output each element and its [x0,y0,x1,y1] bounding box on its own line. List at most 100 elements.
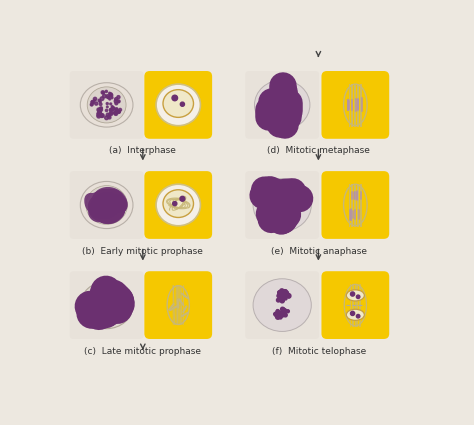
Circle shape [180,196,185,201]
Circle shape [283,309,286,312]
Circle shape [109,113,110,116]
Circle shape [102,92,104,94]
Ellipse shape [80,181,133,229]
Ellipse shape [163,90,193,117]
FancyBboxPatch shape [70,171,144,239]
Circle shape [281,310,284,314]
Text: (e)  Mitotic anaphase: (e) Mitotic anaphase [271,246,367,255]
Circle shape [109,109,111,110]
Circle shape [97,114,100,118]
FancyBboxPatch shape [145,271,212,339]
Ellipse shape [80,281,133,329]
Ellipse shape [253,178,311,231]
Circle shape [100,107,102,109]
Circle shape [91,101,94,104]
Ellipse shape [163,190,193,218]
Circle shape [277,314,280,316]
Circle shape [109,93,112,96]
Circle shape [100,97,104,100]
Circle shape [173,201,177,206]
Circle shape [286,310,289,313]
Circle shape [113,111,115,113]
Circle shape [281,297,285,300]
Circle shape [100,103,102,105]
Circle shape [118,100,120,102]
Circle shape [281,294,283,296]
Circle shape [100,115,102,117]
Text: (f)  Mitotic telophase: (f) Mitotic telophase [272,347,366,356]
Circle shape [276,310,280,314]
FancyBboxPatch shape [321,71,389,139]
Ellipse shape [346,309,365,320]
Circle shape [356,314,360,318]
Circle shape [98,99,100,102]
Circle shape [282,295,285,298]
Circle shape [106,94,109,98]
Circle shape [100,114,104,117]
Circle shape [172,95,178,101]
Circle shape [108,115,110,117]
Circle shape [99,101,101,103]
Circle shape [286,294,291,298]
Circle shape [283,295,287,298]
Circle shape [280,299,284,303]
Circle shape [275,314,280,319]
Circle shape [95,102,98,105]
Circle shape [111,96,113,99]
Circle shape [116,108,118,110]
FancyBboxPatch shape [145,171,212,239]
Circle shape [118,110,120,113]
Circle shape [111,105,113,108]
Circle shape [350,312,355,315]
Circle shape [280,312,284,317]
Circle shape [101,91,104,94]
Circle shape [281,298,283,301]
FancyBboxPatch shape [70,271,144,339]
FancyBboxPatch shape [245,71,319,139]
Circle shape [283,289,286,293]
Circle shape [279,316,282,319]
Circle shape [356,295,360,298]
Circle shape [283,290,287,294]
Circle shape [107,96,110,99]
Circle shape [278,291,281,293]
Circle shape [281,307,284,311]
Circle shape [118,101,119,103]
Circle shape [91,103,93,106]
Circle shape [108,116,111,119]
Ellipse shape [86,186,128,224]
FancyBboxPatch shape [70,71,144,139]
FancyBboxPatch shape [245,271,319,339]
FancyBboxPatch shape [321,271,389,339]
Circle shape [115,102,118,105]
Circle shape [118,108,121,111]
Circle shape [277,294,281,297]
Circle shape [278,291,282,295]
Circle shape [280,313,284,317]
Circle shape [280,312,283,316]
Circle shape [284,298,287,300]
Ellipse shape [80,83,133,127]
Circle shape [283,294,287,297]
Circle shape [94,99,95,101]
Circle shape [118,111,120,113]
Circle shape [114,113,116,114]
FancyBboxPatch shape [321,171,389,239]
Circle shape [98,110,101,114]
Circle shape [110,103,112,105]
Circle shape [97,108,100,111]
Circle shape [100,114,104,117]
Circle shape [105,109,108,112]
Circle shape [180,102,184,106]
Circle shape [105,116,109,120]
Circle shape [282,297,284,300]
Circle shape [109,109,112,111]
FancyBboxPatch shape [245,171,319,239]
Circle shape [106,102,108,105]
Ellipse shape [255,80,310,130]
Circle shape [99,108,102,111]
Circle shape [280,289,284,293]
Circle shape [273,312,277,316]
Circle shape [275,314,278,317]
Circle shape [103,94,106,98]
